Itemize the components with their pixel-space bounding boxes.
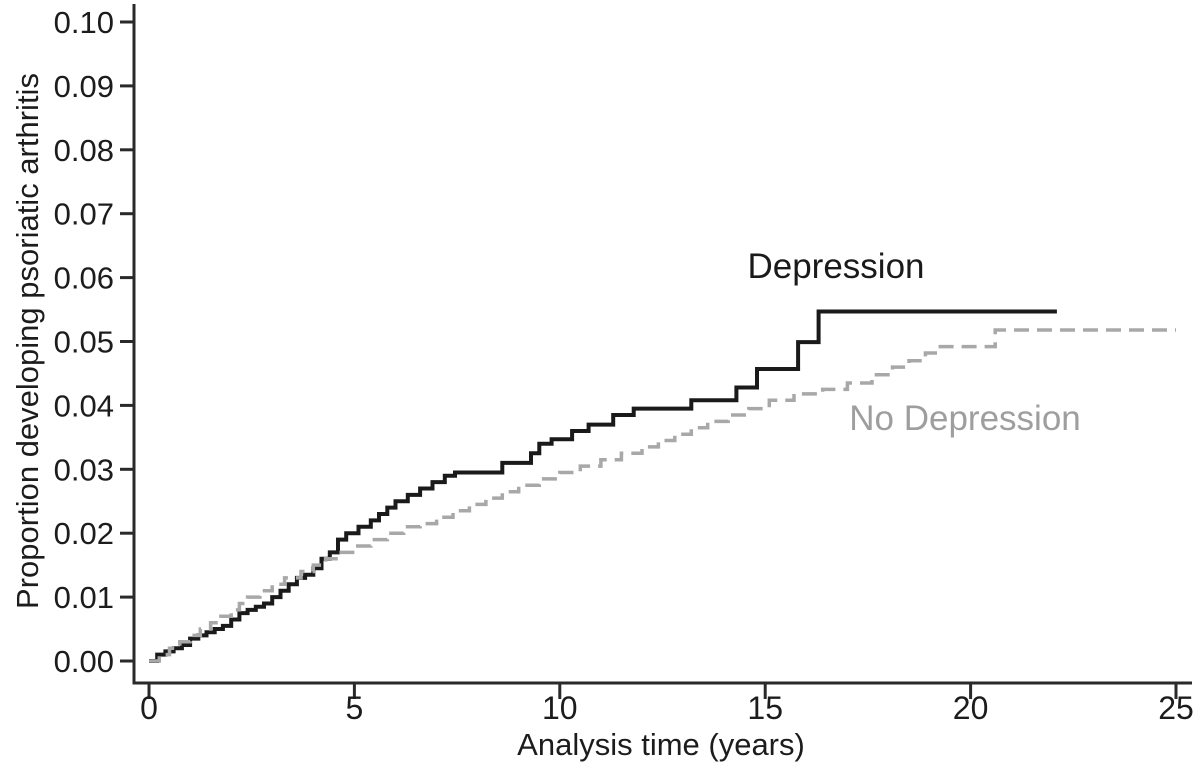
x-tick-label: 20 (953, 690, 989, 726)
y-tick-label: 0.10 (54, 5, 114, 40)
x-tick-label: 15 (747, 690, 783, 726)
depression-curve-label: Depression (747, 247, 925, 286)
y-tick-label: 0.06 (54, 261, 114, 296)
x-tick-label: 10 (542, 690, 578, 726)
y-tick-label: 0.00 (54, 644, 114, 679)
y-tick-label: 0.02 (54, 516, 114, 551)
curve-no-depression (149, 328, 1176, 663)
no-depression-curve-label: No Depression (849, 399, 1081, 438)
y-tick-label: 0.05 (54, 325, 114, 360)
y-tick-label: 0.07 (54, 197, 114, 232)
curve-depression (149, 309, 1057, 663)
x-tick-label: 0 (140, 690, 158, 726)
y-tick-label: 0.03 (54, 452, 114, 487)
y-tick-label: 0.01 (54, 580, 114, 615)
y-tick-label: 0.08 (54, 133, 114, 168)
y-axis-title: Proportion developing psoriatic arthriti… (10, 73, 45, 609)
y-tick-label: 0.04 (54, 388, 114, 423)
x-axis-title: Analysis time (years) (517, 727, 805, 762)
x-tick-label: 25 (1158, 690, 1194, 726)
y-tick-label: 0.09 (54, 69, 114, 104)
x-tick-label: 5 (346, 690, 364, 726)
